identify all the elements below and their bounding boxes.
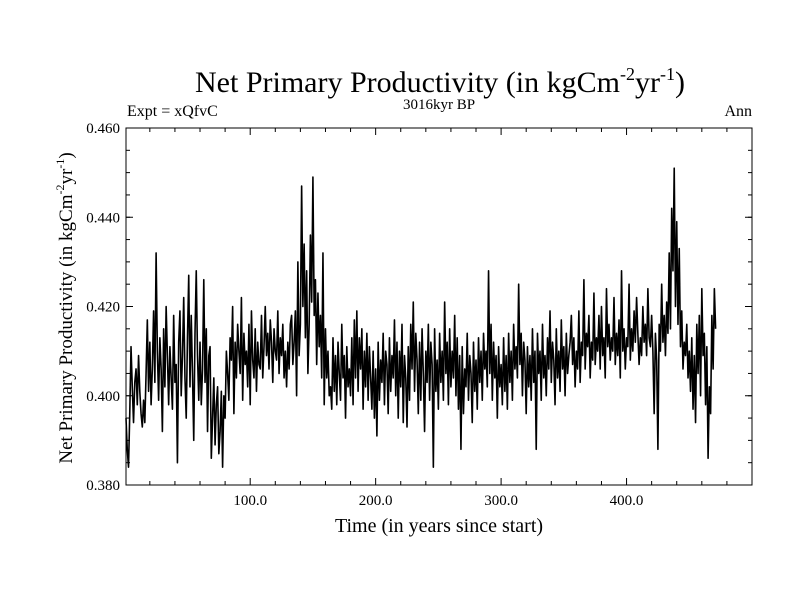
- experiment-label: Expt = xQfvC: [127, 103, 218, 120]
- y-tick-label: 0.440: [86, 210, 120, 226]
- plot-frame: [125, 127, 753, 486]
- y-axis-label: Net Primary Productivity (in kgCm-2yr-1): [53, 152, 77, 463]
- series-line-npp: [125, 167, 717, 468]
- period-label: 3016kyr BP: [403, 97, 475, 113]
- y-tick-label: 0.400: [86, 389, 120, 405]
- axis-ticks: 0.380 0.400 0.420 0.440 0.460 100.0 200.0 300.0…: [86, 121, 752, 509]
- x-axis-label: Time (in years since start): [335, 515, 543, 537]
- y-tick-label: 0.380: [86, 478, 120, 494]
- chart-title: Net Primary Productivity (in kgCm-2yr-1): [195, 64, 685, 99]
- season-label: Ann: [724, 103, 752, 120]
- y-tick-label: 0.460: [86, 121, 120, 137]
- x-tick-label: 300.0: [484, 493, 518, 509]
- y-tick-label: 0.420: [86, 300, 120, 316]
- x-tick-label: 400.0: [610, 493, 644, 509]
- x-tick-label: 200.0: [359, 493, 393, 509]
- x-tick-label: 100.0: [233, 493, 267, 509]
- series-layer: [125, 167, 717, 468]
